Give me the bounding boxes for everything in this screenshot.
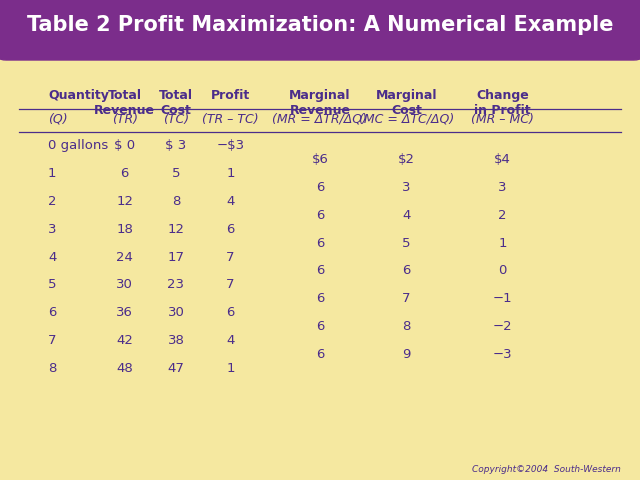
- Text: 1: 1: [48, 167, 56, 180]
- Text: $ 3: $ 3: [165, 139, 187, 152]
- Text: 38: 38: [168, 334, 184, 347]
- Text: 3: 3: [498, 181, 507, 194]
- Text: 6: 6: [316, 292, 324, 305]
- Text: (TC): (TC): [163, 113, 189, 126]
- Text: 36: 36: [116, 306, 133, 319]
- Text: −2: −2: [493, 320, 512, 333]
- Text: 2: 2: [498, 209, 507, 222]
- Text: 4: 4: [48, 251, 56, 264]
- Text: 6: 6: [316, 181, 324, 194]
- Text: 8: 8: [402, 320, 411, 333]
- Text: 12: 12: [116, 195, 133, 208]
- Text: −3: −3: [493, 348, 512, 361]
- Text: 17: 17: [168, 251, 184, 264]
- Text: 6: 6: [402, 264, 411, 277]
- Text: 6: 6: [48, 306, 56, 319]
- Text: Marginal
Cost: Marginal Cost: [376, 89, 437, 117]
- Text: 7: 7: [226, 278, 235, 291]
- Text: 4: 4: [226, 195, 235, 208]
- Text: $4: $4: [494, 153, 511, 166]
- Text: Copyright©2004  South-Western: Copyright©2004 South-Western: [472, 465, 621, 474]
- Text: 23: 23: [168, 278, 184, 291]
- Text: Marginal
Revenue: Marginal Revenue: [289, 89, 351, 117]
- Text: (TR – TC): (TR – TC): [202, 113, 259, 126]
- Text: $6: $6: [312, 153, 328, 166]
- Text: 47: 47: [168, 362, 184, 375]
- Text: 48: 48: [116, 362, 133, 375]
- Text: (MR = ΔTR/ΔQ): (MR = ΔTR/ΔQ): [273, 113, 367, 126]
- Text: $ 0: $ 0: [114, 139, 136, 152]
- Text: 6: 6: [316, 237, 324, 250]
- Text: 3: 3: [402, 181, 411, 194]
- Text: (MC = ΔTC/ΔQ): (MC = ΔTC/ΔQ): [359, 113, 454, 126]
- Text: (TR): (TR): [112, 113, 138, 126]
- Text: 24: 24: [116, 251, 133, 264]
- Text: 6: 6: [226, 223, 235, 236]
- Text: Total
Cost: Total Cost: [159, 89, 193, 117]
- Text: 7: 7: [48, 334, 56, 347]
- Text: 1: 1: [226, 167, 235, 180]
- Text: −1: −1: [493, 292, 512, 305]
- Text: 6: 6: [120, 167, 129, 180]
- Text: Change
in Profit: Change in Profit: [474, 89, 531, 117]
- Text: 2: 2: [48, 195, 56, 208]
- Text: 6: 6: [316, 209, 324, 222]
- Text: 6: 6: [316, 264, 324, 277]
- Text: (MR – MC): (MR – MC): [471, 113, 534, 126]
- FancyBboxPatch shape: [0, 0, 640, 60]
- Text: −$3: −$3: [216, 139, 244, 152]
- Text: 9: 9: [402, 348, 411, 361]
- Text: 12: 12: [168, 223, 184, 236]
- Text: 7: 7: [226, 251, 235, 264]
- Text: 30: 30: [116, 278, 133, 291]
- Text: 42: 42: [116, 334, 133, 347]
- Text: 6: 6: [316, 320, 324, 333]
- Text: 0: 0: [498, 264, 507, 277]
- Text: 1: 1: [226, 362, 235, 375]
- Text: 5: 5: [402, 237, 411, 250]
- Text: 1: 1: [498, 237, 507, 250]
- Text: Table 2 Profit Maximization: A Numerical Example: Table 2 Profit Maximization: A Numerical…: [27, 15, 613, 35]
- Text: 4: 4: [402, 209, 411, 222]
- Text: 7: 7: [402, 292, 411, 305]
- Text: 8: 8: [48, 362, 56, 375]
- Text: 4: 4: [226, 334, 235, 347]
- Text: 6: 6: [316, 348, 324, 361]
- Text: Profit: Profit: [211, 89, 250, 102]
- Text: 18: 18: [116, 223, 133, 236]
- Text: 8: 8: [172, 195, 180, 208]
- Text: Quantity: Quantity: [48, 89, 109, 102]
- Text: 3: 3: [48, 223, 56, 236]
- Text: 5: 5: [48, 278, 56, 291]
- Text: Total
Revenue: Total Revenue: [94, 89, 156, 117]
- Text: 30: 30: [168, 306, 184, 319]
- Text: 5: 5: [172, 167, 180, 180]
- Text: (Q): (Q): [48, 113, 68, 126]
- Text: 0 gallons: 0 gallons: [48, 139, 108, 152]
- Text: $2: $2: [398, 153, 415, 166]
- Text: 6: 6: [226, 306, 235, 319]
